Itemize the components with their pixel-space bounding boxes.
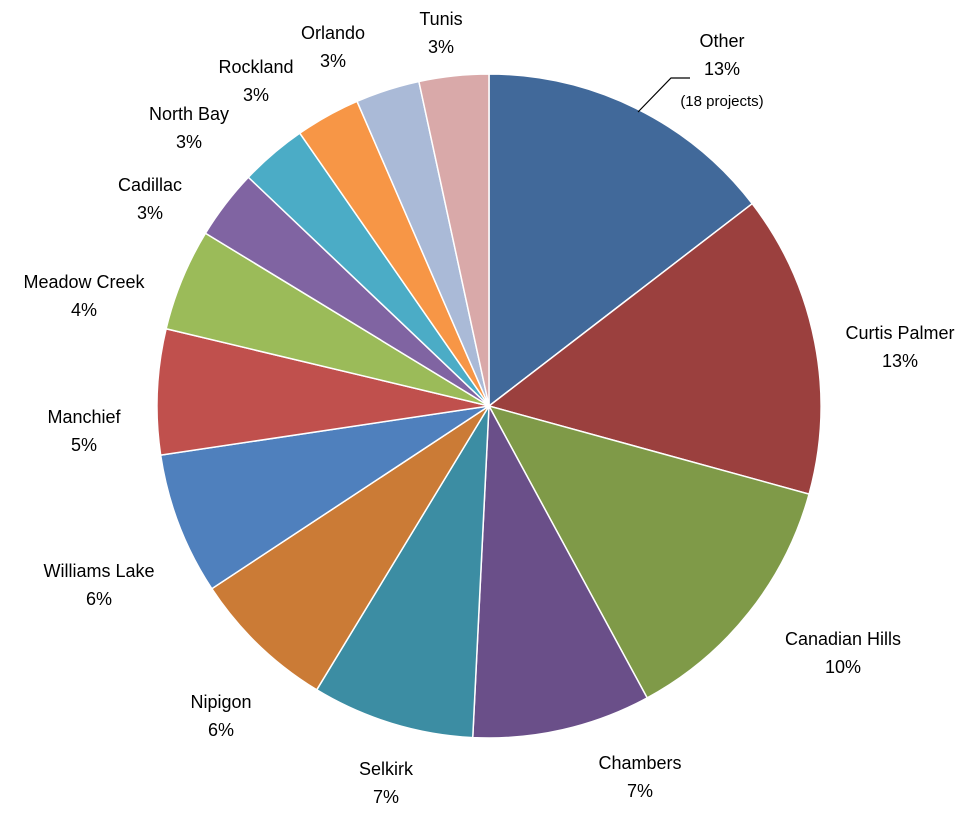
slice-percent-rockland: 3% (243, 85, 269, 105)
slice-name-other: Other (699, 31, 744, 51)
pie-slice-selkirk (315, 405, 490, 739)
pie-slice-tunis (417, 73, 490, 407)
pie-slice-nipigon (210, 405, 490, 691)
pie-slice-canadian-hills (487, 404, 811, 699)
pie-slice-williams-lake (159, 405, 490, 590)
slice-name-chambers: Chambers (598, 753, 681, 773)
slice-name-cadillac: Cadillac (118, 175, 182, 195)
slice-percent-orlando: 3% (320, 51, 346, 71)
slice-name-orlando: Orlando (301, 23, 365, 43)
leader-line-other (637, 77, 690, 113)
slice-name-meadow-creek: Meadow Creek (23, 272, 145, 292)
slice-percent-selkirk: 7% (373, 787, 399, 807)
pie-slice-other (488, 73, 754, 408)
pie-slices (156, 73, 822, 739)
slice-percent-meadow-creek: 4% (71, 300, 97, 320)
slice-percent-curtis-palmer: 13% (882, 351, 918, 371)
slice-percent-cadillac: 3% (137, 203, 163, 223)
leader-lines (637, 77, 690, 113)
slice-note-other: (18 projects) (680, 93, 763, 110)
slice-percent-manchief: 5% (71, 435, 97, 455)
slice-name-rockland: Rockland (218, 57, 293, 77)
slice-name-williams-lake: Williams Lake (43, 561, 154, 581)
slice-percent-canadian-hills: 10% (825, 657, 861, 677)
pie-slice-chambers (471, 403, 649, 739)
slice-name-north-bay: North Bay (149, 104, 229, 124)
slice-percent-tunis: 3% (428, 37, 454, 57)
slice-percent-north-bay: 3% (176, 132, 202, 152)
slice-name-canadian-hills: Canadian Hills (785, 629, 901, 649)
slice-labels: Other 13% (18 projects) Curtis Palmer 13% Can… (23, 9, 954, 807)
slice-percent-nipigon: 6% (208, 720, 234, 740)
slice-name-manchief: Manchief (47, 407, 121, 427)
pie-slice-curtis-palmer (487, 202, 822, 496)
slice-name-tunis: Tunis (419, 9, 462, 29)
slice-name-curtis-palmer: Curtis Palmer (845, 323, 954, 343)
pie-slice-manchief (156, 327, 490, 457)
slice-percent-other: 13% (704, 59, 740, 79)
slice-name-nipigon: Nipigon (190, 692, 251, 712)
slice-percent-williams-lake: 6% (86, 589, 112, 609)
slice-name-selkirk: Selkirk (359, 759, 414, 779)
slice-percent-chambers: 7% (627, 781, 653, 801)
